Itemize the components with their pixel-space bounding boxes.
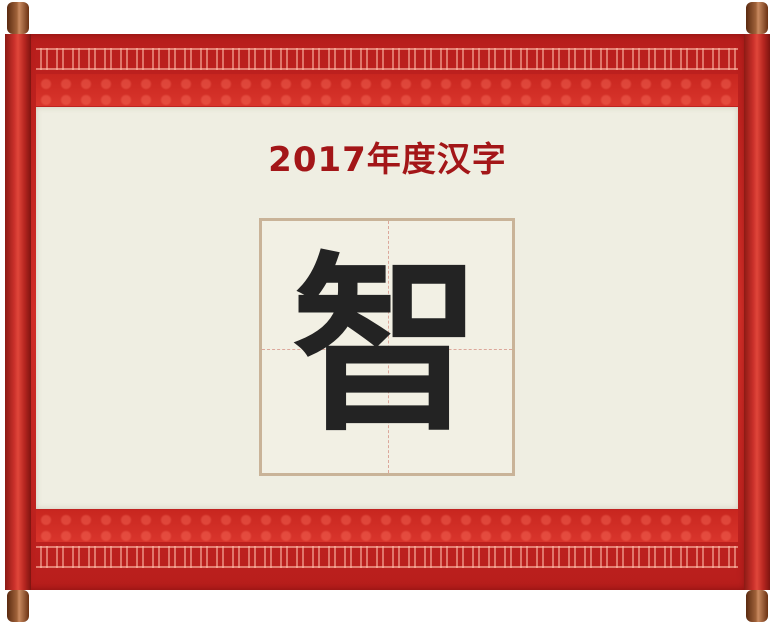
right-scroll-rod <box>744 34 770 590</box>
left-scroll-rod <box>5 34 31 590</box>
grid-guide-vertical <box>388 221 389 473</box>
rod-cap-bottom-right <box>746 590 768 622</box>
cloud-pattern-top <box>36 74 738 106</box>
fret-pattern-bottom <box>36 546 738 568</box>
rod-cap-bottom-left <box>7 590 29 622</box>
character-grid: 智 <box>259 218 515 476</box>
grid-guide-horizontal <box>262 349 512 350</box>
fret-pattern-top <box>36 48 738 70</box>
scroll-title: 2017年度汉字 <box>268 140 507 180</box>
featured-character: 智 <box>291 236 482 457</box>
rod-cap-top-left <box>7 2 29 34</box>
rod-cap-top-right <box>746 2 768 34</box>
cloud-pattern-bottom <box>36 510 738 542</box>
